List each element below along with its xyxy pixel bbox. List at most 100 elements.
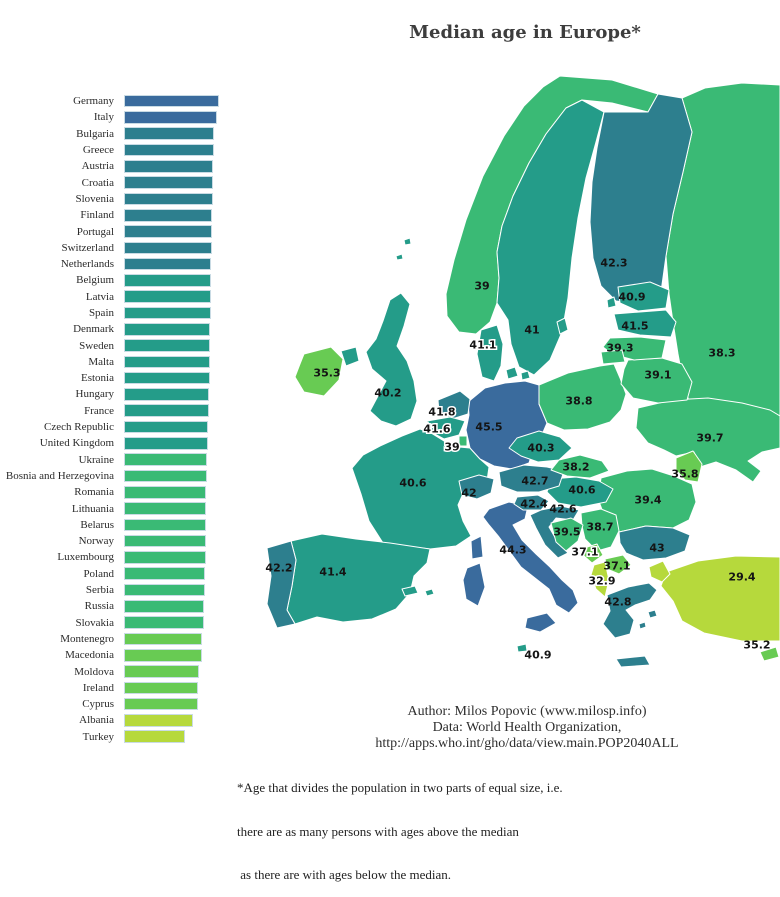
bar-country-label: Bulgaria — [76, 127, 114, 140]
bar-row: Sweden — [0, 337, 250, 353]
map-country-cyprus — [759, 646, 780, 662]
bar — [124, 632, 202, 646]
bar-country-label: Luxembourg — [57, 551, 114, 564]
bar — [124, 371, 210, 385]
bar-country-label: France — [84, 404, 114, 417]
bar-row: Poland — [0, 566, 250, 582]
bar — [124, 323, 210, 336]
europe-map: 45.5 44.3 43 42.8 42.7 42.642.4 42.3 42.2 42 41.8… — [265, 75, 780, 668]
bar — [124, 714, 193, 727]
map-country-portugal — [266, 540, 297, 629]
bar-row: France — [0, 403, 250, 419]
map-country-belarus — [620, 357, 693, 404]
map-value-label: 39.3 — [606, 342, 633, 355]
bar-row: Albania — [0, 712, 250, 728]
bar-row: Netherlands — [0, 256, 250, 272]
bar — [124, 730, 186, 744]
map-value-label: 38.8 — [565, 395, 592, 408]
bar — [124, 94, 220, 108]
map-island-balearic-1 — [401, 585, 419, 597]
bar-row: Luxembourg — [0, 549, 250, 565]
map-island-funen — [520, 370, 531, 381]
bar-row: Latvia — [0, 289, 250, 305]
map-country-slovakia — [550, 454, 610, 479]
bar-country-label: Austria — [81, 160, 114, 173]
bar-country-label: Russia — [84, 600, 114, 613]
map-value-label: 41.1 — [469, 339, 496, 352]
bar-country-label: Serbia — [85, 584, 114, 597]
map-country-bosnia-and-herzegovina — [550, 517, 584, 552]
bar-country-label: United Kingdom — [39, 437, 114, 450]
map-island-orkney — [395, 253, 404, 261]
bar-row: Ireland — [0, 680, 250, 696]
map-value-label: 40.3 — [527, 442, 554, 455]
bar-row: Bosnia and Herzegovina — [0, 468, 250, 484]
bar — [124, 225, 213, 238]
map-value-label: 42.3 — [600, 257, 627, 270]
bar-country-label: Turkey — [82, 730, 114, 743]
bar-row: Turkey — [0, 729, 250, 745]
credits-block: Author: Milos Popovic (www.milosp.info) … — [277, 704, 777, 752]
bar-row: Russia — [0, 598, 250, 614]
bar — [124, 192, 213, 206]
map-value-label: 39.5 — [553, 526, 580, 539]
map-value-label: 40.6 — [568, 484, 595, 497]
map-country-serbia — [580, 508, 620, 552]
bar-row: Norway — [0, 533, 250, 549]
map-country-austria — [498, 464, 565, 493]
map-country-belgium — [426, 416, 466, 440]
bar-row: Estonia — [0, 370, 250, 386]
bar-row: Hungary — [0, 386, 250, 402]
map-country-luxembourg — [458, 435, 468, 447]
map-island-saaremaa — [606, 296, 617, 309]
map-country-ireland — [294, 346, 344, 397]
map-country-montenegro — [583, 543, 604, 564]
bar — [124, 681, 198, 695]
bar — [124, 306, 211, 320]
map-region-kaliningrad — [600, 349, 626, 365]
bar-country-label: Switzerland — [61, 241, 114, 254]
bar-row: Switzerland — [0, 240, 250, 256]
map-value-label: 40.2 — [374, 387, 401, 400]
bar-country-label: Ireland — [82, 681, 114, 694]
map-value-label: 39.7 — [696, 432, 723, 445]
bar — [124, 697, 198, 711]
bar-country-label: Greece — [82, 144, 114, 157]
map-value-label: 41.4 — [319, 566, 346, 579]
bar — [124, 208, 213, 222]
bar — [124, 127, 214, 141]
map-value-label: 41 — [524, 324, 539, 337]
map-country-turkey-european — [648, 560, 671, 583]
map-value-label: 32.9 — [588, 575, 615, 588]
map-value-label: 35.2 — [743, 639, 770, 652]
bar-country-label: Denmark — [73, 323, 114, 336]
map-value-label: 40.9 — [524, 649, 551, 662]
map-country-slovenia — [513, 494, 550, 511]
bar-country-label: Cyprus — [82, 698, 114, 711]
map-value-label: 38.3 — [708, 347, 735, 360]
map-country-united-kingdom — [365, 292, 418, 427]
map-island-sardinia — [462, 562, 486, 607]
bar-country-label: Spain — [88, 307, 114, 319]
bar-country-label: Belgium — [76, 274, 114, 287]
footnote-line: as there are with ages below the median. — [237, 867, 452, 882]
bar-country-label: Hungary — [75, 388, 115, 401]
bar — [124, 241, 212, 255]
map-country-switzerland — [458, 474, 495, 500]
bar-country-label: Finland — [80, 209, 114, 222]
map-value-label: 42.2 — [265, 562, 292, 575]
bar — [124, 485, 207, 499]
map-country-italy — [482, 501, 579, 614]
bar-country-label: Germany — [73, 95, 114, 108]
bar-country-label: Sweden — [79, 339, 114, 352]
map-value-label: 39.4 — [634, 494, 661, 507]
map-island-aegean-2 — [638, 621, 647, 630]
map-country-ukraine — [635, 397, 780, 483]
bar — [124, 600, 204, 613]
bar-row: United Kingdom — [0, 435, 250, 451]
map-island-aegean-1 — [647, 609, 658, 619]
bar-row: Germany — [0, 93, 250, 109]
map-value-label: 35.8 — [671, 468, 698, 481]
bar — [124, 257, 212, 271]
data-url-line: http://apps.who.int/gho/data/view.main.P… — [375, 736, 679, 751]
